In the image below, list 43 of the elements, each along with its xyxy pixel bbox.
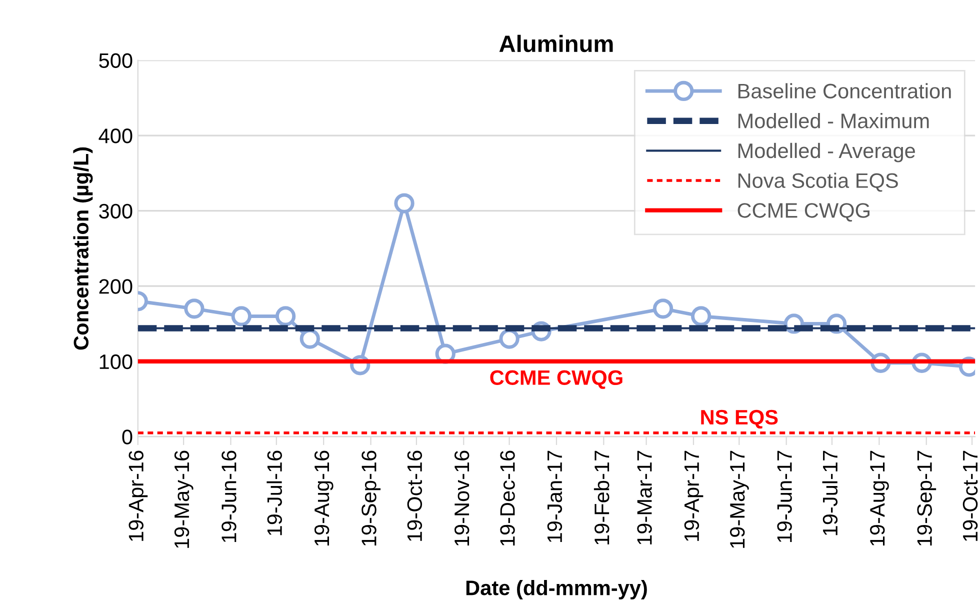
y-tick-label: 200 xyxy=(99,279,132,294)
y-tick-label: 300 xyxy=(99,204,132,219)
point xyxy=(499,328,520,349)
legend-label: CCME CWQG xyxy=(738,203,870,222)
y-tick-label: 500 xyxy=(99,53,132,68)
x-tick-label: 19-Mar-17 xyxy=(637,450,652,544)
point xyxy=(652,298,674,319)
y-tick-label: 400 xyxy=(98,128,132,144)
x-tick-label: 19-Apr-17 xyxy=(684,450,704,541)
x-tick-label: 19-May-16 xyxy=(174,450,194,548)
point xyxy=(275,306,296,326)
point xyxy=(394,193,414,214)
x-tick-label: 19-Jan-17 xyxy=(547,450,562,542)
x-tick-label: 19-Jun-16 xyxy=(222,450,236,542)
x-tick-label: 19-Oct-17 xyxy=(962,450,978,541)
x-tick-label: 19-Aug-17 xyxy=(870,450,889,546)
x-tick-label: 19-May-17 xyxy=(730,450,749,548)
x-tick-label: 19-Sep-16 xyxy=(362,450,380,546)
legend-label: Baseline Concentration xyxy=(738,83,951,98)
x-tick-label: 19-Sep-17 xyxy=(917,450,936,546)
x-axis-title: Date (dd-mmm-yy) xyxy=(466,580,647,600)
point xyxy=(231,306,252,326)
point xyxy=(184,298,204,319)
legend-label: Modelled - Maximum xyxy=(738,113,929,128)
legend-label: Modelled - Average xyxy=(738,142,915,162)
x-tick-label: 19-Oct-16 xyxy=(407,450,422,541)
x-tick-label: 19-Jun-17 xyxy=(777,450,792,542)
legend-label: Nova Scotia EQS xyxy=(738,172,898,192)
y-tick-label: 100 xyxy=(100,354,132,370)
point xyxy=(691,306,712,326)
y-tick-label: 0 xyxy=(122,430,132,444)
annotation: NS EQS xyxy=(701,410,778,428)
x-tick-label: 19-Aug-16 xyxy=(314,450,334,546)
x-tick-label: 19-Apr-16 xyxy=(128,450,148,541)
x-tick-label: 19-Jul-17 xyxy=(822,450,838,536)
x-tick-label: 19-Feb-17 xyxy=(594,450,610,544)
y-axis-title: Concentration (µg/L) xyxy=(73,147,93,350)
annotation: CCME CWQG xyxy=(490,370,622,389)
x-tick-label: 19-Jul-16 xyxy=(266,450,282,536)
point xyxy=(300,328,320,349)
x-tick-label: 19-Dec-16 xyxy=(500,450,515,546)
chart-title: Aluminum xyxy=(499,34,613,52)
x-tick-label: 19-Nov-16 xyxy=(454,450,470,546)
